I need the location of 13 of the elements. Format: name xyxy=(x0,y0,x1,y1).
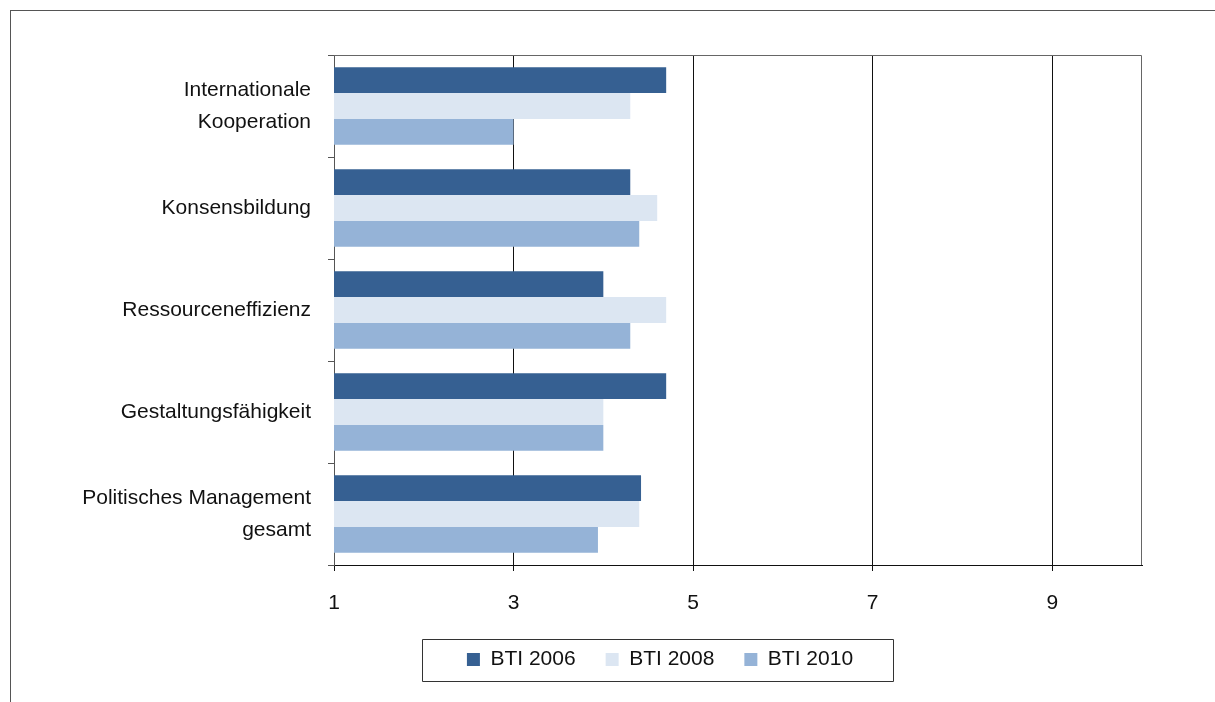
y-tick-label: Ressourceneffizienz xyxy=(122,296,311,320)
legend-label: BTI 2006 xyxy=(490,646,576,670)
y-tick-label: Konsensbildung xyxy=(161,194,311,218)
y-tick-label: Gestaltungsfähigkeit xyxy=(120,398,312,422)
legend-label: BTI 2010 xyxy=(767,646,854,670)
x-tick-label: 9 xyxy=(1046,590,1059,614)
x-tick-label: 3 xyxy=(507,590,520,614)
x-tick-label: 7 xyxy=(866,590,879,614)
y-tick-label: Internationale Kooperation xyxy=(183,77,311,132)
y-tick-label: Politisches Management gesamt xyxy=(82,485,312,540)
x-tick-label: 1 xyxy=(328,590,340,614)
x-tick-label: 5 xyxy=(687,590,699,614)
legend-label: BTI 2008 xyxy=(629,646,715,670)
